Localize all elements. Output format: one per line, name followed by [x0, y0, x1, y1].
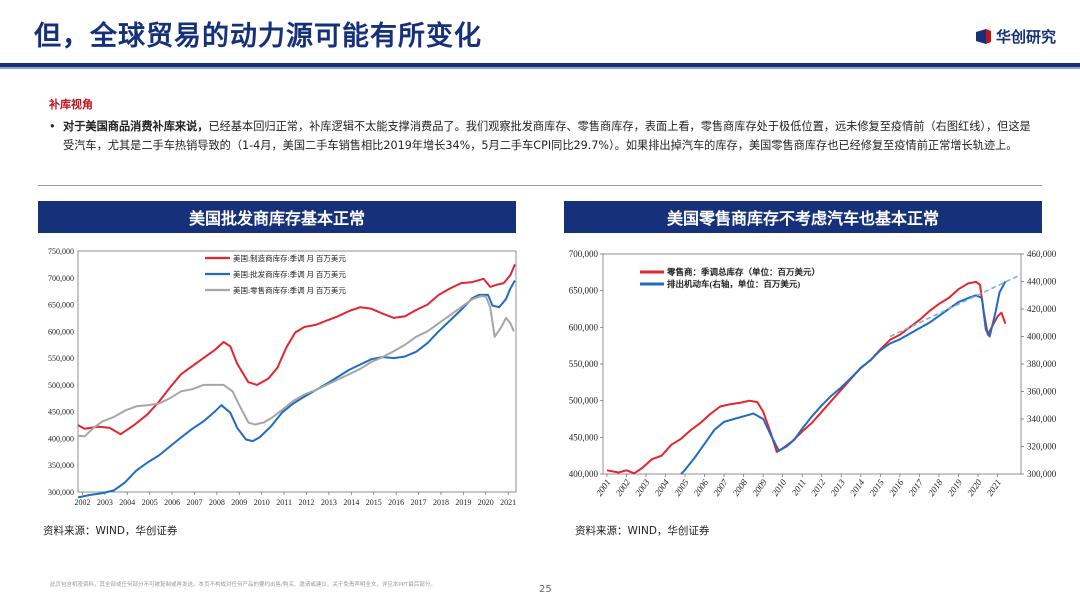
series-line-gray	[77, 295, 515, 438]
y-right-tick-label: 420,000	[1027, 304, 1057, 314]
x-tick-label: 2014	[343, 498, 359, 507]
y-right-tick-label: 440,000	[1027, 277, 1057, 287]
y-right-tick-label: 300,000	[1027, 469, 1057, 479]
y-tick-label: 400,000	[48, 434, 74, 443]
x-tick-label: 2012	[299, 498, 315, 507]
y-right-tick-label: 360,000	[1027, 387, 1057, 397]
y-left-tick-label: 650,000	[569, 286, 599, 296]
x-tick-label: 2013	[321, 498, 337, 507]
y-tick-label: 650,000	[48, 301, 74, 310]
left-chart-title: 美国批发商库存基本正常	[38, 201, 516, 233]
x-tick-label: 2015	[366, 498, 382, 507]
disclaimer-footer: 此页包含机密资料，其全部或任何部分不可被复制或再发送。本页不构成对任何产品的要约…	[50, 582, 436, 588]
x-tick-label: 2009	[750, 477, 769, 498]
brand-logo: 华创研究	[975, 26, 1056, 47]
y-right-tick-label: 460,000	[1027, 249, 1057, 259]
left-source-note: 资料来源：WIND，华创证券	[43, 525, 178, 537]
section-divider	[38, 185, 1042, 186]
trend-dashed-line	[889, 273, 1022, 338]
y-right-tick-label: 400,000	[1027, 332, 1057, 342]
y-right-tick-label: 340,000	[1027, 414, 1057, 424]
page-number: 25	[539, 584, 552, 595]
x-tick-label: 2017	[411, 498, 427, 507]
y-tick-label: 600,000	[48, 327, 74, 336]
series-line-blue	[680, 281, 1007, 475]
x-tick-label: 2004	[119, 498, 135, 507]
bullet-paragraph: • 对于美国商品消费补库来说，已经基本回归正常，补库逻辑不太能支撑消费品了。我们…	[49, 117, 1039, 155]
y-tick-label: 300,000	[48, 488, 74, 497]
legend-label: 美国:批发商库存:季调 月 百万美元	[233, 269, 346, 279]
legend-label: 美国:制造商库存:季调 月 百万美元	[233, 253, 346, 263]
x-tick-label: 2014	[848, 477, 867, 498]
y-left-tick-label: 600,000	[569, 322, 599, 332]
x-tick-label: 2019	[946, 477, 965, 498]
x-tick-label: 2004	[653, 477, 672, 498]
x-tick-label: 2008	[731, 477, 750, 498]
x-tick-label: 2006	[692, 477, 711, 498]
right-source-note: 资料来源：WIND，华创证券	[575, 525, 710, 537]
x-tick-label: 2021	[985, 477, 1004, 497]
x-tick-label: 2016	[887, 477, 906, 498]
x-tick-label: 2018	[926, 477, 945, 498]
x-tick-label: 2005	[142, 498, 158, 507]
series-line-red	[77, 264, 516, 436]
x-tick-label: 2012	[809, 477, 828, 498]
bullet-body: 已经基本回归正常，补库逻辑不太能支撑消费品了。我们观察批发商库存、零售商库存，表…	[63, 120, 1031, 152]
section-label: 补库视角	[49, 98, 93, 111]
x-tick-label: 2018	[433, 498, 449, 507]
legend-label: 美国:零售商库存:季调 月 百万美元	[233, 285, 346, 295]
logo-flag-icon	[975, 29, 991, 44]
legend-label: 零售商：季调总库存（单位：百万美元）	[666, 267, 820, 277]
x-tick-label: 2010	[254, 498, 270, 507]
x-tick-label: 2020	[965, 477, 984, 498]
y-left-tick-label: 450,000	[569, 432, 599, 442]
x-tick-label: 2005	[672, 477, 691, 498]
series-line-red	[606, 280, 1007, 475]
x-tick-label: 2016	[388, 498, 404, 507]
bullet-bold-lead: 对于美国商品消费补库来说，	[63, 120, 209, 133]
x-tick-label: 2002	[614, 477, 633, 498]
x-tick-label: 2003	[97, 498, 113, 507]
plot-frame	[602, 253, 1022, 475]
x-tick-label: 2007	[711, 477, 730, 498]
y-tick-label: 350,000	[48, 461, 74, 470]
x-tick-label: 2013	[828, 477, 847, 498]
x-tick-label: 2010	[770, 477, 789, 498]
x-tick-label: 2002	[74, 498, 90, 507]
y-left-tick-label: 550,000	[569, 359, 599, 369]
logo-text: 华创研究	[995, 28, 1056, 46]
x-tick-label: 2006	[164, 498, 180, 507]
x-tick-label: 2015	[867, 477, 886, 498]
x-tick-label: 2009	[231, 498, 247, 507]
y-left-tick-label: 700,000	[569, 249, 599, 259]
y-left-tick-label: 400,000	[569, 469, 599, 479]
x-tick-label: 2019	[455, 498, 471, 507]
y-tick-label: 750,000	[48, 247, 74, 256]
right-chart-title: 美国零售商库存不考虑汽车也基本正常	[564, 201, 1042, 233]
y-right-tick-label: 380,000	[1027, 359, 1057, 369]
y-right-tick-label: 320,000	[1027, 442, 1057, 452]
x-tick-label: 2017	[907, 477, 926, 498]
legend-label: 排出机动车(右轴，单位：百万美元)	[667, 279, 800, 289]
x-tick-label: 2021	[500, 498, 516, 507]
y-tick-label: 700,000	[48, 274, 74, 283]
header-bar	[0, 63, 1080, 71]
x-tick-label: 2011	[790, 477, 808, 497]
y-tick-label: 550,000	[48, 354, 74, 363]
page-title: 但，全球贸易的动力源可能有所变化	[34, 21, 482, 52]
x-tick-label: 2020	[478, 498, 494, 507]
x-tick-label: 2007	[187, 498, 203, 507]
y-tick-label: 500,000	[48, 381, 74, 390]
plot-frame	[77, 250, 517, 493]
bullet-dot-icon: •	[49, 120, 56, 133]
y-left-tick-label: 500,000	[569, 396, 599, 406]
x-tick-label: 2008	[209, 498, 225, 507]
x-tick-label: 2011	[276, 498, 292, 507]
x-tick-label: 2003	[633, 477, 652, 498]
y-tick-label: 450,000	[48, 408, 74, 417]
x-tick-label: 2001	[594, 477, 613, 497]
